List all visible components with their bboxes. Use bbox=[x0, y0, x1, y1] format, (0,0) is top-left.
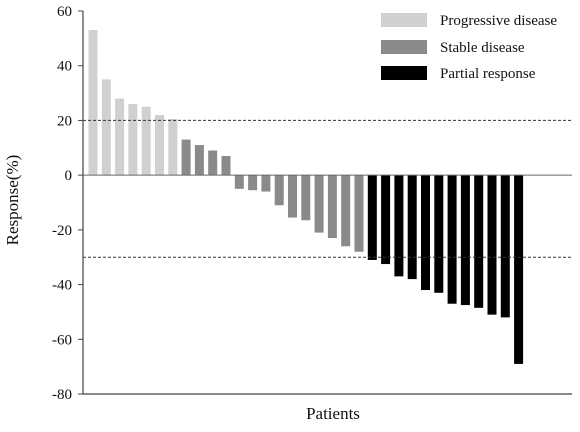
bar-12 bbox=[234, 175, 244, 189]
bar-1 bbox=[88, 30, 98, 176]
y-tick-label: 40 bbox=[57, 59, 72, 75]
y-tick-label: 20 bbox=[57, 113, 72, 129]
legend-label-1: Progressive disease bbox=[440, 13, 557, 29]
bar-2 bbox=[101, 79, 111, 176]
bar-19 bbox=[327, 175, 337, 239]
axes bbox=[82, 11, 572, 395]
bar-20 bbox=[341, 175, 351, 247]
legend-swatch-3 bbox=[381, 66, 427, 80]
bar-26 bbox=[421, 175, 430, 291]
legend-swatch-1 bbox=[381, 13, 427, 27]
bar-27 bbox=[434, 175, 444, 293]
y-tick-label: -80 bbox=[52, 387, 72, 403]
y-tick-labels: 60 40 20 0 -20 -40 -60 -80 bbox=[52, 4, 83, 403]
y-tick-label: -60 bbox=[52, 332, 72, 348]
bar-24 bbox=[394, 175, 404, 277]
bar-21 bbox=[354, 175, 364, 252]
bar-32 bbox=[500, 175, 510, 318]
bar-28 bbox=[447, 175, 457, 304]
legend-swatch-2 bbox=[381, 40, 427, 54]
bar-10 bbox=[208, 150, 218, 176]
bar-4 bbox=[128, 104, 138, 176]
bar-29 bbox=[460, 175, 470, 306]
bar-15 bbox=[274, 175, 284, 206]
bar-23 bbox=[381, 175, 391, 265]
bar-5 bbox=[141, 106, 151, 176]
bar-16 bbox=[288, 175, 297, 218]
legend-label-3: Partial response bbox=[440, 66, 536, 82]
bar-13 bbox=[248, 175, 258, 191]
bar-6 bbox=[155, 114, 164, 176]
bar-33 bbox=[514, 175, 524, 364]
bar-31 bbox=[487, 175, 497, 315]
legend-label-2: Stable disease bbox=[440, 40, 525, 56]
bar-7 bbox=[168, 119, 178, 176]
bar-18 bbox=[314, 175, 324, 233]
bar-22 bbox=[367, 175, 377, 260]
x-axis-title: Patients bbox=[306, 404, 360, 423]
y-axis-title: Response(%) bbox=[3, 155, 22, 246]
bar-3 bbox=[115, 98, 125, 176]
bar-30 bbox=[474, 175, 484, 308]
y-tick-label: 0 bbox=[65, 168, 73, 184]
bars-layer bbox=[88, 30, 524, 364]
bar-11 bbox=[221, 155, 231, 176]
bar-8 bbox=[181, 139, 191, 176]
y-tick-label: 60 bbox=[57, 4, 72, 20]
legend: Progressive disease Stable disease Partial… bbox=[381, 13, 557, 82]
y-tick-label: -20 bbox=[52, 223, 72, 239]
bar-14 bbox=[261, 175, 271, 192]
bar-17 bbox=[301, 175, 311, 221]
y-tick-label: -40 bbox=[52, 278, 72, 294]
bar-9 bbox=[194, 145, 204, 176]
bar-25 bbox=[407, 175, 417, 280]
reference-lines bbox=[83, 119, 572, 258]
